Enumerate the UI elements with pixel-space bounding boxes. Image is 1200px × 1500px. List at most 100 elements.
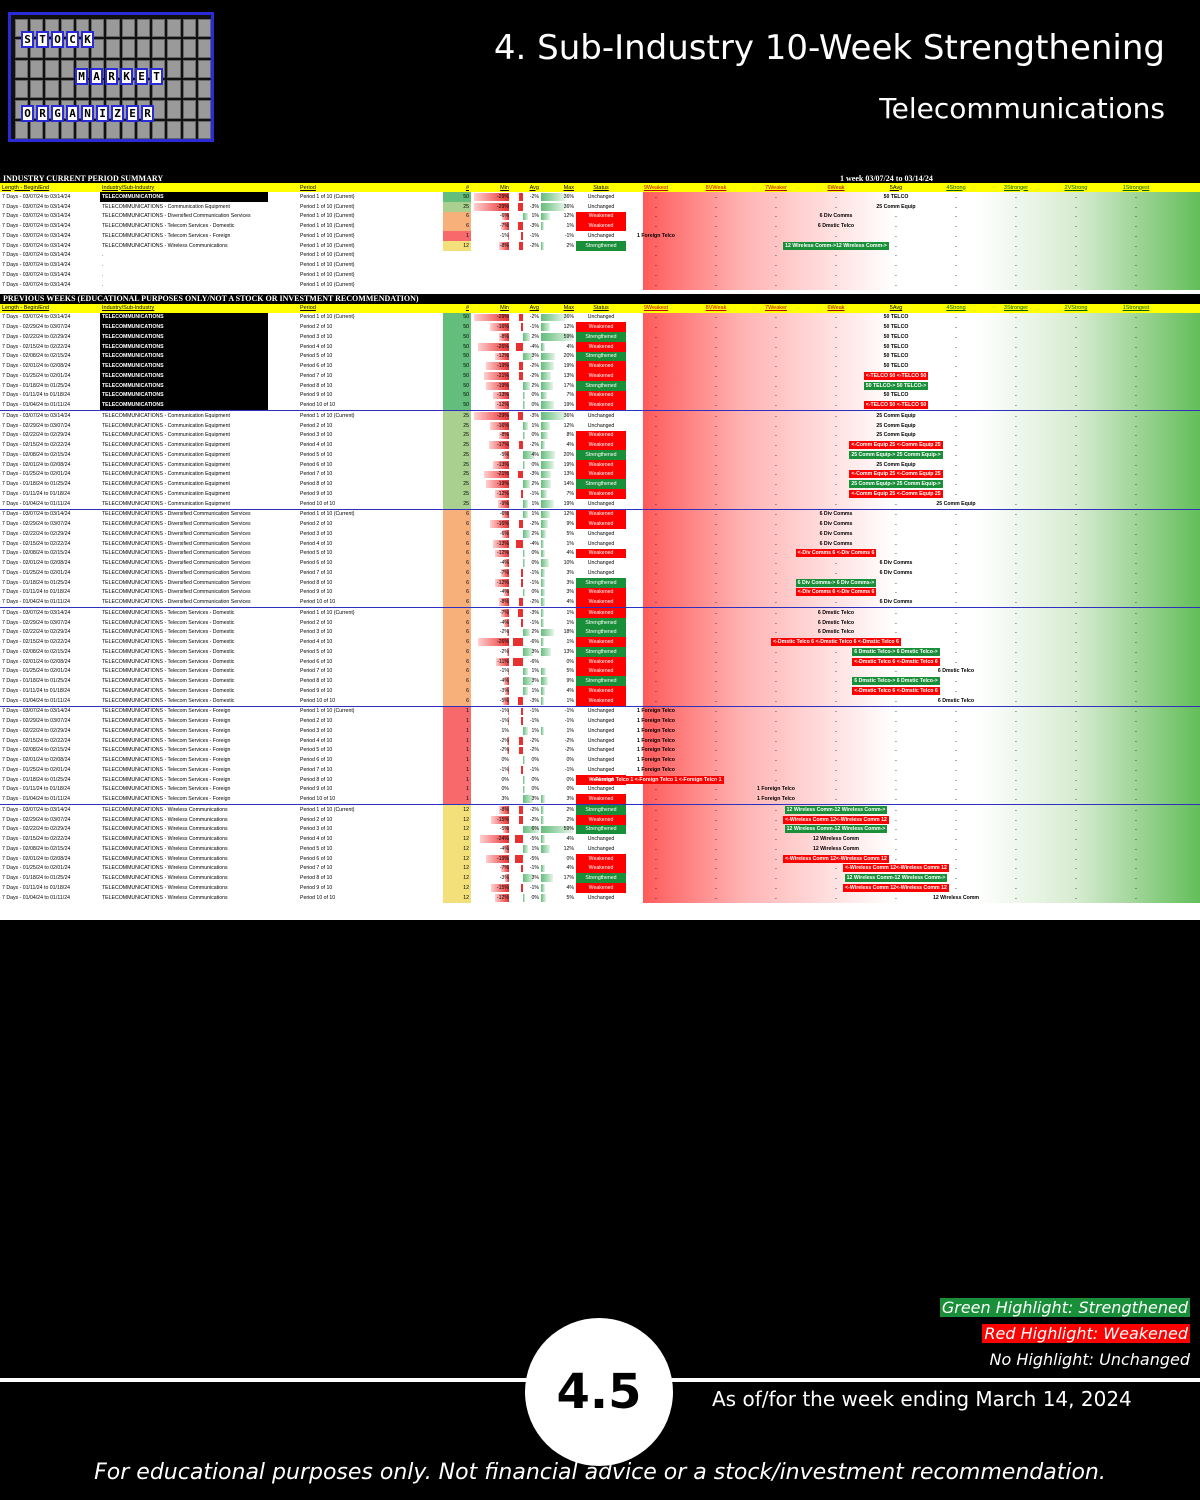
- avg-bar: [520, 618, 523, 627]
- avg-cell-text: 3%: [531, 875, 540, 882]
- table-row: 7 Days - 03/07/24 to 03/14/24 TELECOMMUNI…: [0, 192, 1200, 202]
- zone-cell-2vstrong: .: [1046, 479, 1106, 489]
- avg-cell: -6%: [511, 657, 541, 667]
- min-cell: -3%: [471, 873, 511, 883]
- count-cell-text: 6: [466, 213, 469, 220]
- logo-tile: [136, 19, 151, 38]
- zone-cell-6weak: .: [806, 400, 866, 410]
- zone-cell-4strong: .: [926, 400, 986, 410]
- period-length-cell: 7 Days - 02/22/24 to 02/29/24: [0, 726, 100, 736]
- zone-cell-8vweak: .: [686, 260, 746, 270]
- zone-cell-1strongest: .: [1106, 381, 1166, 391]
- zone-cell-3stronger: .: [986, 499, 1046, 509]
- max-cell-text: 1%: [566, 727, 575, 734]
- zone-cell-1strongest: .: [1106, 251, 1166, 261]
- status-cell: Weakened: [576, 608, 626, 618]
- period-cell: Period 10 of 10: [298, 696, 443, 706]
- logo-tile: [106, 39, 120, 58]
- avg-cell: 0%: [511, 785, 541, 795]
- avg-bar: [523, 667, 528, 676]
- min-bar: [504, 588, 509, 597]
- min-cell-text: -15%: [496, 816, 509, 823]
- count-cell: 25: [443, 430, 471, 441]
- zone-dot: .: [1135, 806, 1137, 813]
- zone-cell-9weakest: 1 Foreign Telco: [626, 716, 686, 726]
- zone-dot: .: [1135, 816, 1137, 823]
- avg-bar: [519, 520, 523, 528]
- industry-cell: TELECOMMUNICATIONS - Telecom Services - …: [100, 637, 298, 647]
- period-length-cell-text: 7 Days - 01/04/24 to 01/11/24: [2, 500, 70, 507]
- zone-cell-1strongest: .: [1106, 707, 1166, 717]
- zone-tag: 50 TELCO: [883, 324, 909, 331]
- zone-dot: .: [1015, 442, 1017, 449]
- max-cell: 3%: [541, 578, 576, 588]
- zone-dot: .: [775, 894, 777, 901]
- zone-cell-4strong: .: [926, 322, 986, 332]
- zone-dot: .: [775, 324, 777, 331]
- zone-dot: .: [835, 262, 837, 269]
- zone-dot: .: [1075, 875, 1077, 882]
- zone-dot: .: [1135, 223, 1137, 230]
- period-cell-text: Period 1 of 10 (Current): [300, 223, 355, 230]
- zone-cell-9weakest: .: [626, 221, 686, 231]
- zone-cell-9weakest: .: [626, 558, 686, 568]
- zone-cell-6weak: .: [806, 765, 866, 775]
- logo-tile: [152, 19, 166, 38]
- zone-cell-2vstrong: .: [1046, 628, 1106, 638]
- table-row: 7 Days - 03/07/24 to 03/14/24. Period 1 o…: [0, 280, 1200, 290]
- zone-cell-7weaker: .: [746, 657, 806, 667]
- table-row: 7 Days - 02/15/24 to 02/22/24 TELECOMMUNI…: [0, 834, 1200, 844]
- column-header: 7Weaker: [765, 184, 787, 191]
- status-cell: Weakened: [576, 597, 626, 607]
- zone-cell-4strong: .: [926, 707, 986, 717]
- table-row: 7 Days - 01/25/24 to 02/01/24 TELECOMMUNI…: [0, 765, 1200, 775]
- table-row: 7 Days - 02/15/24 to 02/22/24 TELECOMMUNI…: [0, 735, 1200, 746]
- period-cell-text: Period 7 of 10: [300, 569, 333, 576]
- max-cell-text: 19%: [563, 500, 574, 507]
- zone-dot: .: [1015, 776, 1017, 783]
- count-cell: 50: [443, 341, 471, 352]
- avg-cell-text: -6%: [529, 658, 539, 665]
- zone-cell-5avg: .: [866, 618, 926, 628]
- count-cell-text: 50: [463, 314, 469, 321]
- zone-dot: .: [775, 737, 777, 744]
- avg-bar: [523, 727, 528, 735]
- max-cell-text: 0%: [566, 757, 575, 764]
- zone-cell-1strongest: .: [1106, 431, 1166, 441]
- avg-bar: [523, 785, 525, 794]
- industry-cell: TELECOMMUNICATIONS - Diversified Communi…: [100, 539, 298, 549]
- period-length-cell-text: 7 Days - 02/01/24 to 02/08/24: [2, 757, 71, 764]
- zone-gradient: [643, 183, 1200, 290]
- zone-dot: .: [835, 382, 837, 389]
- status-cell-text: Unchanged: [587, 232, 615, 239]
- industry-cell: TELECOMMUNICATIONS - Telecom Services - …: [100, 707, 298, 717]
- zone-cell-6weak: .: [806, 873, 866, 883]
- min-cell-text: -8%: [499, 599, 509, 606]
- zone-dot: .: [1135, 203, 1137, 210]
- zone-cell-5avg: .: [866, 696, 926, 706]
- zone-dot: .: [955, 540, 957, 547]
- zone-cell-8vweak: .: [686, 588, 746, 598]
- zone-dot: .: [1075, 658, 1077, 665]
- zone-dot: .: [955, 718, 957, 725]
- zone-cell-1strongest: .: [1106, 726, 1166, 736]
- period-length-cell-text: 7 Days - 03/07/24 to 03/14/24: [2, 281, 71, 288]
- min-cell-text: -5%: [499, 826, 509, 833]
- table-row: 7 Days - 01/18/24 to 01/25/24 TELECOMMUNI…: [0, 479, 1200, 489]
- zone-dot: .: [1075, 639, 1077, 646]
- zone-cell-9weakest: .: [626, 470, 686, 480]
- zone-cell-2vstrong: .: [1046, 313, 1106, 323]
- zone-cell-7weaker: .: [746, 854, 806, 864]
- zone-dot: .: [655, 242, 657, 249]
- zone-cell-6weak: .: [806, 381, 866, 391]
- status-cell-text: Strengthened: [585, 353, 617, 360]
- zone-dot: .: [1135, 708, 1137, 715]
- table-row: 7 Days - 01/04/24 to 01/11/24 TELECOMMUNI…: [0, 498, 1200, 509]
- zone-cell-4strong: .: [926, 716, 986, 726]
- period-length-cell-text: 7 Days - 02/29/24 to 03/07/24: [2, 619, 71, 626]
- zone-cell-8vweak: .: [686, 618, 746, 628]
- status-cell: Strengthened: [576, 351, 626, 362]
- status-cell-text: Unchanged: [587, 314, 615, 321]
- avg-cell-text: 0%: [531, 560, 540, 567]
- zone-cell-3stronger: .: [986, 431, 1046, 441]
